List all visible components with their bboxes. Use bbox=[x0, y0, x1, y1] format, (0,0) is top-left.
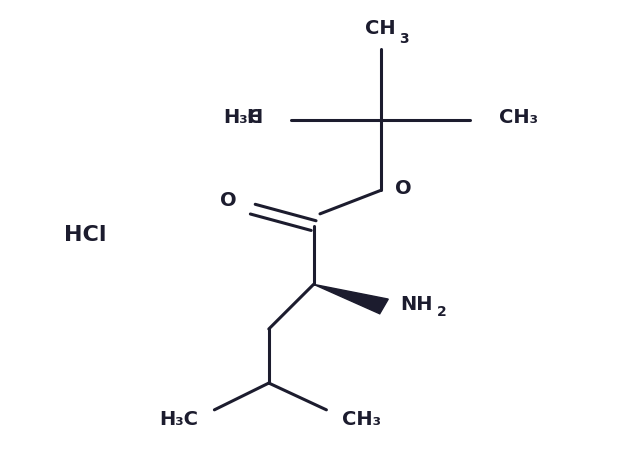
Text: 3: 3 bbox=[399, 32, 408, 46]
Text: 2: 2 bbox=[436, 305, 446, 319]
Text: CH: CH bbox=[365, 19, 396, 38]
Text: H: H bbox=[246, 108, 262, 127]
Text: NH: NH bbox=[400, 295, 433, 313]
Text: O: O bbox=[220, 191, 237, 210]
Text: H₃C: H₃C bbox=[159, 410, 198, 429]
Text: H₃C: H₃C bbox=[223, 108, 262, 127]
Text: O: O bbox=[395, 179, 412, 197]
Text: CH₃: CH₃ bbox=[342, 410, 381, 429]
Text: HCl: HCl bbox=[64, 225, 106, 245]
Text: CH₃: CH₃ bbox=[499, 108, 538, 127]
Polygon shape bbox=[314, 284, 388, 314]
